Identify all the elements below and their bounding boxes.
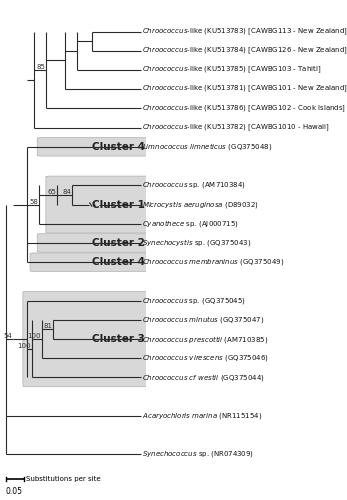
Text: $\mathit{Chroococcus\ cf\ westii}$ (GQ375044): $\mathit{Chroococcus\ cf\ westii}$ (GQ37… [142,372,265,383]
Text: $\mathit{Limnococcus\ limneticus}$ (GQ375048): $\mathit{Limnococcus\ limneticus}$ (GQ37… [142,142,272,152]
FancyBboxPatch shape [23,292,151,386]
Text: $\mathit{Chroococcus}$ sp. (GQ375045): $\mathit{Chroococcus}$ sp. (GQ375045) [142,296,246,306]
Text: $\mathit{Synechocystis}$ sp. (GQ375043): $\mathit{Synechocystis}$ sp. (GQ375043) [142,238,251,248]
Text: $\mathit{Acaryochloris\ marina}$ (NR115154): $\mathit{Acaryochloris\ marina}$ (NR1151… [142,411,262,421]
Text: $\mathit{Cyanothece}$ sp. (AJ000715): $\mathit{Cyanothece}$ sp. (AJ000715) [142,218,239,229]
Text: 65: 65 [48,189,57,195]
Text: 58: 58 [29,198,38,204]
Text: 85: 85 [36,64,45,70]
Text: Cluster 4: Cluster 4 [92,257,145,267]
Text: Substitutions per site: Substitutions per site [26,476,100,482]
Text: 84: 84 [62,189,71,195]
FancyBboxPatch shape [37,234,151,252]
Text: Cluster 3: Cluster 3 [92,334,145,344]
FancyBboxPatch shape [46,176,151,233]
Text: Cluster 4: Cluster 4 [92,142,145,152]
Text: 0.05: 0.05 [6,487,23,496]
Text: $\mathit{Chroococcus\ virescens}$ (GQ375046): $\mathit{Chroococcus\ virescens}$ (GQ375… [142,353,269,363]
Text: 100: 100 [27,333,41,339]
Text: 100: 100 [17,342,31,348]
Text: $\mathit{Microcystis\ aeruginosa}$ (D89032): $\mathit{Microcystis\ aeruginosa}$ (D890… [142,199,259,210]
Text: 81: 81 [43,324,52,330]
Text: Cluster 1: Cluster 1 [92,200,145,209]
Text: $\mathit{Chroococcus}$-like (KU513785) [CAWBG103 - Tahiti]: $\mathit{Chroococcus}$-like (KU513785) [… [142,65,322,76]
Text: $\mathit{Chroococcus\ minutus}$ (GQ375047): $\mathit{Chroococcus\ minutus}$ (GQ37504… [142,314,264,326]
Text: 54: 54 [3,333,12,339]
Text: $\mathit{Synechococcus}$ sp. (NR074309): $\mathit{Synechococcus}$ sp. (NR074309) [142,450,254,460]
Text: $\mathit{Chroococcus}$ sp. (AM710384): $\mathit{Chroococcus}$ sp. (AM710384) [142,180,246,190]
Text: $\mathit{Chroococcus\ membraninus}$ (GQ375049): $\mathit{Chroococcus\ membraninus}$ (GQ3… [142,257,284,267]
Text: $\mathit{Chroococcus}$-like (KU513782) [CAWBG1010 - Hawaii]: $\mathit{Chroococcus}$-like (KU513782) [… [142,122,330,133]
FancyBboxPatch shape [37,138,151,156]
Text: Cluster 2: Cluster 2 [92,238,145,248]
FancyBboxPatch shape [30,253,151,272]
Text: $\mathit{Chroococcus}$-like (KU513786) [CAWBG102 - Cook Islands]: $\mathit{Chroococcus}$-like (KU513786) [… [142,103,346,114]
Text: $\mathit{Chroococcus}$-like (KU513781) [CAWBG101 - New Zealand]: $\mathit{Chroococcus}$-like (KU513781) [… [142,84,347,94]
Text: $\mathit{Chroococcus}$-like (KU513783) [CAWBG113 - New Zealand]: $\mathit{Chroococcus}$-like (KU513783) [… [142,26,347,37]
Text: $\mathit{Chroococcus\ prescottii}$ (AM710385): $\mathit{Chroococcus\ prescottii}$ (AM71… [142,334,269,344]
Text: $\mathit{Chroococcus}$-like (KU513784) [CAWBG126 - New Zealand]: $\mathit{Chroococcus}$-like (KU513784) [… [142,46,347,56]
